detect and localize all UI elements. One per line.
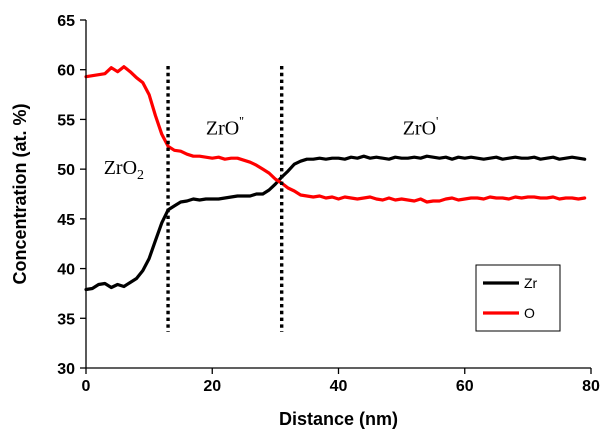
y-tick-label: 30	[57, 361, 75, 378]
region-label-base: ZrO	[206, 117, 239, 139]
region-label-2: ZrO''	[206, 113, 244, 139]
x-tick-label: 60	[456, 378, 474, 395]
y-tick-label: 60	[57, 63, 75, 80]
y-axis-title: Concentration (at. %)	[10, 103, 30, 284]
legend-items: Zr O	[483, 275, 538, 321]
region-label-subscript: 2	[137, 168, 144, 183]
region-label-base: ZrO	[403, 117, 436, 139]
legend: Zr O	[475, 264, 561, 332]
x-tick-label: 0	[82, 378, 91, 395]
x-tick-label: 20	[203, 378, 221, 395]
legend-box	[475, 264, 561, 332]
y-tick-label: 35	[57, 311, 75, 328]
y-tick-label: 45	[57, 212, 75, 229]
x-tick-label: 80	[582, 378, 600, 395]
region-label-superscript: ''	[239, 113, 244, 128]
x-axis-ticks: 0 20 40 60 80	[82, 368, 600, 395]
y-tick-label: 55	[57, 112, 75, 129]
region-label-3: ZrO'	[403, 113, 439, 139]
region-label-1: ZrO2	[104, 157, 144, 183]
region-label-base: ZrO	[104, 157, 137, 179]
region-label-superscript: '	[436, 113, 438, 128]
y-axis-ticks: 30 35 40 45 50 55 60 65	[57, 13, 86, 378]
axes-layer: 0 20 40 60 80 30 35 40 45 50 55 60 65 Distance (nm)…	[10, 13, 600, 429]
series-line-o	[84, 65, 587, 204]
y-tick-label: 50	[57, 162, 75, 179]
legend-label-o: O	[524, 305, 535, 321]
y-tick-label: 40	[57, 262, 75, 279]
x-tick-label: 40	[330, 378, 348, 395]
y-tick-label: 65	[57, 13, 75, 30]
x-axis-title: Distance (nm)	[279, 409, 398, 429]
legend-label-zr: Zr	[524, 275, 538, 291]
